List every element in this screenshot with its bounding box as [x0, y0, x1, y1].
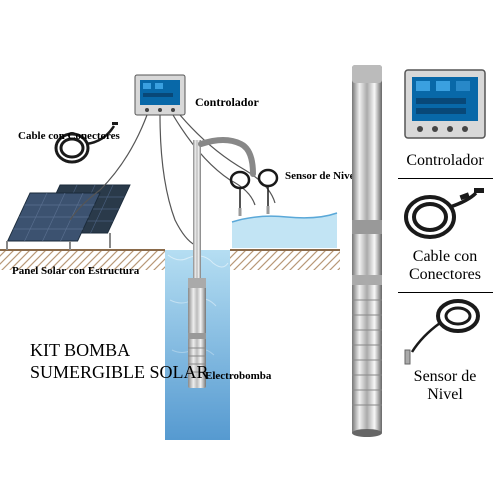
legend-label-sensor: Sensor de Nivel: [400, 368, 490, 405]
legend-divider: [398, 178, 493, 179]
legend-pump-large: [342, 65, 392, 445]
solar-panel-icon: [7, 185, 130, 250]
legend-divider-2: [398, 292, 493, 293]
page-title: KIT BOMBA SUMERGIBLE SOLAR: [30, 340, 209, 383]
system-diagram: [0, 40, 340, 480]
legend-sensor-icon: [400, 298, 490, 368]
legend-controller-icon: [400, 68, 490, 148]
label-electrobomba: Electrobomba: [205, 370, 271, 382]
label-panel: Panel Solar con Estructura: [12, 265, 139, 277]
label-controlador: Controlador: [195, 95, 259, 110]
controller-icon: [135, 75, 185, 115]
legend-label-controlador: Controlador: [400, 152, 490, 170]
legend-cable-icon: [400, 185, 490, 245]
label-cable: Cable con Conectores: [18, 130, 120, 142]
legend-label-cable: Cable con Conectores: [400, 248, 490, 285]
cable-coil-icon: [56, 122, 118, 162]
sensor-icon: [231, 172, 249, 216]
